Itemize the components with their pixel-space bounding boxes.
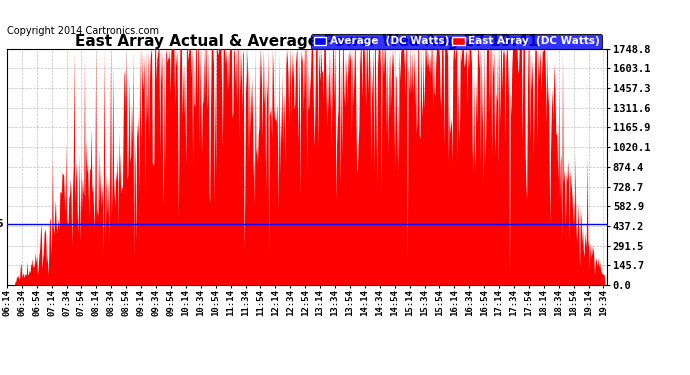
Text: 447.85: 447.85 <box>0 219 4 230</box>
Text: Copyright 2014 Cartronics.com: Copyright 2014 Cartronics.com <box>7 26 159 36</box>
Legend: Average  (DC Watts), East Array  (DC Watts): Average (DC Watts), East Array (DC Watts… <box>311 34 602 49</box>
Title: East Array Actual & Average Power Wed Aug 27 19:41: East Array Actual & Average Power Wed Au… <box>75 34 539 49</box>
